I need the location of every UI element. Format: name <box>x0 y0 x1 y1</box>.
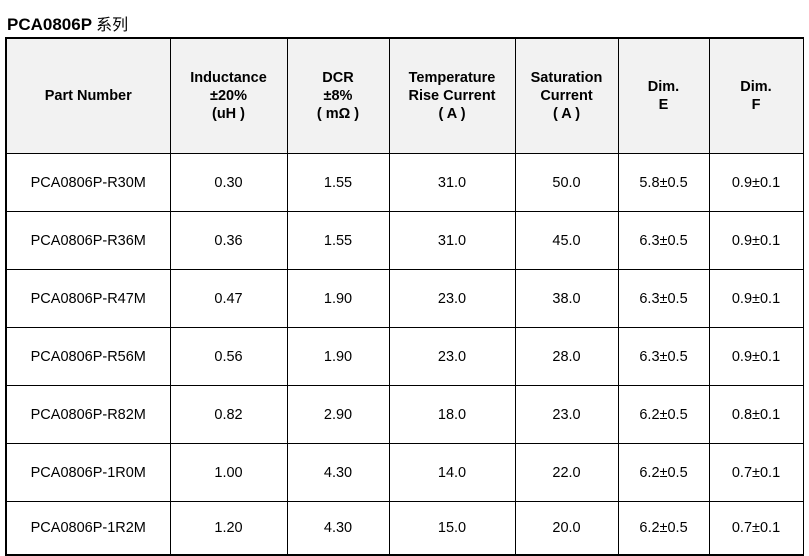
cell-part-number: PCA0806P-1R2M <box>5 501 171 556</box>
cell-inductance: 0.56 <box>169 327 288 386</box>
table-row: PCA0806P-R82M 0.82 2.90 18.0 23.0 6.2±0.5 0.8±… <box>5 385 804 444</box>
header-dcr: DCR ±8% ( mΩ ) <box>286 37 390 154</box>
header-dim-f: Dim. F <box>708 37 804 154</box>
header-inductance-line: (uH ) <box>211 106 245 122</box>
header-dim-f-line: Dim. <box>740 79 772 95</box>
cell-inductance: 1.00 <box>169 443 288 502</box>
cell-dim-e: 6.2±0.5 <box>617 385 710 444</box>
cell-inductance: 0.30 <box>169 153 288 212</box>
cell-dim-f: 0.9±0.1 <box>708 211 804 270</box>
cell-dim-f: 0.9±0.1 <box>708 327 804 386</box>
cell-temp-rise-current: 31.0 <box>388 211 516 270</box>
header-inductance-line: Inductance <box>190 70 267 86</box>
header-dim-e: Dim. E <box>617 37 710 154</box>
header-inductance: Inductance ±20% (uH ) <box>169 37 288 154</box>
cell-temp-rise-current: 15.0 <box>388 501 516 556</box>
header-part-number-line: Part Number <box>44 88 132 104</box>
table-body: PCA0806P-R30M 0.30 1.55 31.0 50.0 5.8±0.5 0.9±… <box>5 153 804 556</box>
cell-saturation-current: 50.0 <box>514 153 619 212</box>
table-row: PCA0806P-R47M 0.47 1.90 23.0 38.0 6.3±0.5 0.9±… <box>5 269 804 328</box>
header-temp-rise-current-line: ( A ) <box>438 106 466 122</box>
cell-dcr: 4.30 <box>286 501 390 556</box>
series-name: PCA0806P <box>7 15 93 34</box>
cell-dcr: 2.90 <box>286 385 390 444</box>
header-saturation-current: Saturation Current ( A ) <box>514 37 619 154</box>
header-temp-rise-current-line: Temperature <box>408 70 496 86</box>
cell-dcr: 1.55 <box>286 153 390 212</box>
cell-dcr: 4.30 <box>286 443 390 502</box>
cell-temp-rise-current: 14.0 <box>388 443 516 502</box>
header-dim-e-line: Dim. <box>647 79 680 95</box>
cell-dim-e: 6.3±0.5 <box>617 269 710 328</box>
cell-dim-f: 0.9±0.1 <box>708 269 804 328</box>
cell-part-number: PCA0806P-R47M <box>5 269 171 328</box>
cell-part-number: PCA0806P-R30M <box>5 153 171 212</box>
cell-temp-rise-current: 23.0 <box>388 327 516 386</box>
header-saturation-current-line: Saturation <box>530 70 603 86</box>
table-row: PCA0806P-1R0M 1.00 4.30 14.0 22.0 6.2±0.5 0.7±… <box>5 443 804 502</box>
header-temp-rise-current: Temperature Rise Current ( A ) <box>388 37 516 154</box>
header-temp-rise-current-line: Rise Current <box>408 88 496 104</box>
cell-part-number: PCA0806P-R82M <box>5 385 171 444</box>
cell-dcr: 1.55 <box>286 211 390 270</box>
cell-temp-rise-current: 23.0 <box>388 269 516 328</box>
header-inductance-line: ±20% <box>210 88 247 104</box>
page-title: PCA0806P 系列 <box>7 11 128 35</box>
cell-part-number: PCA0806P-1R0M <box>5 443 171 502</box>
cell-inductance: 1.20 <box>169 501 288 556</box>
cell-part-number: PCA0806P-R56M <box>5 327 171 386</box>
series-suffix: 系列 <box>96 15 129 34</box>
header-saturation-current-line: Current <box>540 88 593 104</box>
cell-inductance: 0.82 <box>169 385 288 444</box>
header-dim-e-line: E <box>658 97 669 113</box>
header-saturation-current-line: ( A ) <box>552 106 581 122</box>
table-row: PCA0806P-1R2M 1.20 4.30 15.0 20.0 6.2±0.5 0.7±… <box>5 501 804 556</box>
cell-dcr: 1.90 <box>286 269 390 328</box>
cell-inductance: 0.36 <box>169 211 288 270</box>
cell-dcr: 1.90 <box>286 327 390 386</box>
cell-dim-e: 6.3±0.5 <box>617 327 710 386</box>
cell-saturation-current: 45.0 <box>514 211 619 270</box>
table-header: Part Number Inductance ±20% (uH ) DCR ±8% ( mΩ… <box>5 37 804 154</box>
cell-saturation-current: 23.0 <box>514 385 619 444</box>
cell-saturation-current: 28.0 <box>514 327 619 386</box>
cell-inductance: 0.47 <box>169 269 288 328</box>
cell-saturation-current: 38.0 <box>514 269 619 328</box>
cell-dim-e: 6.2±0.5 <box>617 501 710 556</box>
cell-dim-f: 0.7±0.1 <box>708 443 804 502</box>
cell-dim-f: 0.7±0.1 <box>708 501 804 556</box>
cell-saturation-current: 20.0 <box>514 501 619 556</box>
table-row: PCA0806P-R56M 0.56 1.90 23.0 28.0 6.3±0.5 0.9±… <box>5 327 804 386</box>
cell-saturation-current: 22.0 <box>514 443 619 502</box>
table-row: PCA0806P-R30M 0.30 1.55 31.0 50.0 5.8±0.5 0.9±… <box>5 153 804 212</box>
cell-dim-e: 5.8±0.5 <box>617 153 710 212</box>
header-row: Part Number Inductance ±20% (uH ) DCR ±8% ( mΩ… <box>5 37 804 154</box>
header-dcr-line: DCR <box>322 70 354 86</box>
header-part-number: Part Number <box>5 37 171 154</box>
cell-dim-e: 6.3±0.5 <box>617 211 710 270</box>
cell-temp-rise-current: 31.0 <box>388 153 516 212</box>
spec-table: Part Number Inductance ±20% (uH ) DCR ±8% ( mΩ… <box>5 37 804 556</box>
cell-part-number: PCA0806P-R36M <box>5 211 171 270</box>
header-dcr-line: ±8% <box>323 88 353 104</box>
cell-dim-f: 0.9±0.1 <box>708 153 804 212</box>
header-dim-f-line: F <box>751 97 761 113</box>
cell-dim-e: 6.2±0.5 <box>617 443 710 502</box>
header-dcr-line: ( mΩ ) <box>316 106 360 122</box>
cell-dim-f: 0.8±0.1 <box>708 385 804 444</box>
cell-temp-rise-current: 18.0 <box>388 385 516 444</box>
table-row: PCA0806P-R36M 0.36 1.55 31.0 45.0 6.3±0.5 0.9±… <box>5 211 804 270</box>
